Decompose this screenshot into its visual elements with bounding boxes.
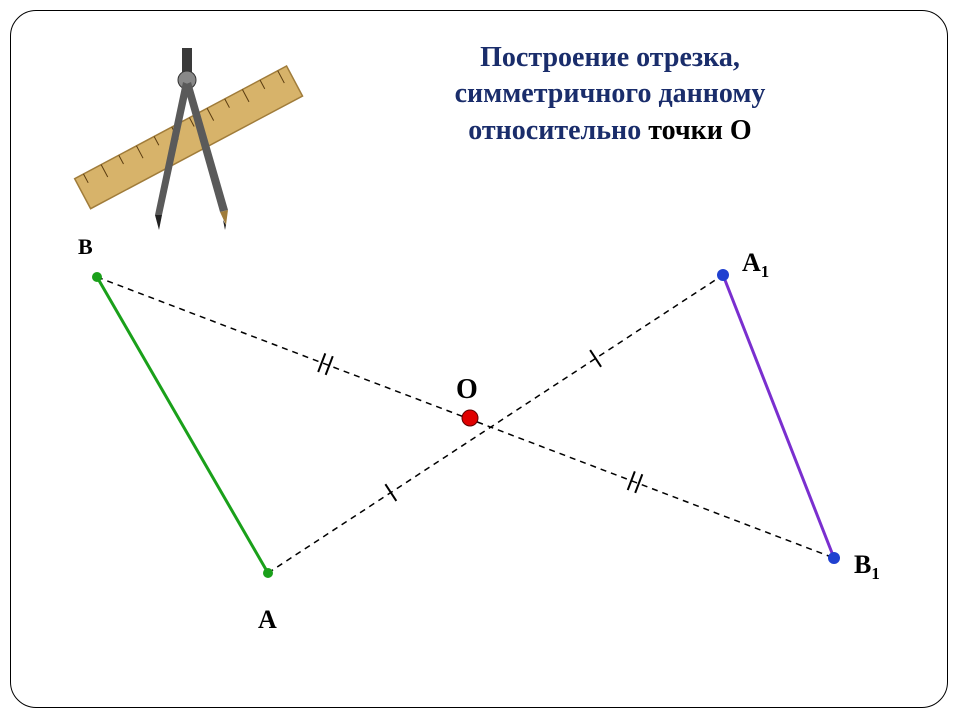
tick-mark (318, 353, 325, 372)
geometry-diagram (0, 0, 960, 720)
point-O (462, 410, 478, 426)
tick-marks-layer (318, 350, 642, 501)
point-B (92, 272, 102, 282)
tick-mark (326, 356, 333, 375)
label-B1-sub: 1 (871, 564, 879, 583)
tick-mark (635, 474, 642, 493)
segment-A_A1 (268, 275, 723, 573)
label-A1: А1 (742, 248, 769, 282)
label-A: А (258, 605, 277, 635)
tick-mark (385, 484, 396, 501)
label-B: В (78, 234, 93, 260)
label-A1-sub: 1 (761, 262, 769, 281)
point-B1 (828, 552, 840, 564)
label-B1-base: В (854, 550, 871, 579)
segment-AB (97, 277, 268, 573)
label-B1: В1 (854, 550, 880, 584)
label-A1-base: А (742, 248, 761, 277)
point-A1 (717, 269, 729, 281)
tick-mark (590, 350, 601, 367)
point-A (263, 568, 273, 578)
tick-mark (628, 471, 635, 490)
segment-A1B1 (723, 275, 834, 558)
points-layer (92, 269, 840, 578)
label-O: О (456, 374, 478, 406)
